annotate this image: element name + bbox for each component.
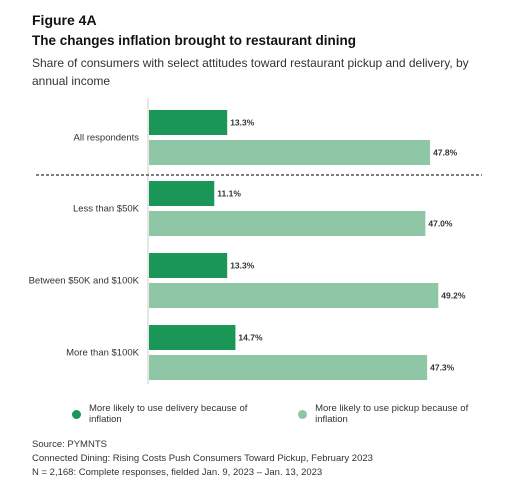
figure-number: Figure 4A [32,12,97,28]
bar-delivery [149,181,215,206]
chart-title: The changes inflation brought to restaur… [32,33,356,48]
legend-label-delivery: More likely to use delivery because of i… [88,403,248,425]
bar-delivery [149,110,228,135]
category-label: Less than $50K [73,204,140,215]
sample-line: N = 2,168: Complete responses, fielded J… [32,467,323,478]
bar-chart: All respondents 13.3% 47.8% Less than $50K 1… [29,98,482,384]
legend-label-pickup: More likely to use pickup because of inf… [315,403,469,425]
value-label-delivery: 13.3% [230,118,255,128]
value-label-pickup: 47.8% [433,148,458,158]
category-label: More than $100K [66,348,140,359]
value-label-delivery: 13.3% [230,261,255,271]
bar-delivery [149,253,228,278]
bar-pickup [149,355,428,380]
value-label-pickup: 47.3% [430,363,455,373]
report-line: Connected Dining: Rising Costs Push Cons… [32,453,373,464]
value-label-pickup: 49.2% [441,291,466,301]
legend-swatch-pickup [298,409,308,419]
legend-item-delivery: More likely to use delivery because of i… [72,403,282,425]
bar-pickup [149,140,431,165]
value-label-pickup: 47.0% [428,219,453,229]
bar-delivery [149,325,236,350]
value-label-delivery: 14.7% [238,333,263,343]
category-label: Between $50K and $100K [29,276,140,287]
chart-subtitle: Share of consumers with select attitudes… [32,56,469,88]
chart-legend: More likely to use delivery because of i… [72,403,519,425]
value-label-delivery: 11.1% [217,189,241,199]
legend-swatch-delivery [72,409,81,419]
source-line: Source: PYMNTS [32,439,107,450]
legend-item-pickup: More likely to use pickup because of inf… [298,403,503,425]
category-label: All respondents [74,133,140,144]
source-notes: Source: PYMNTS Connected Dining: Rising … [32,438,373,480]
bar-pickup [149,283,439,308]
bar-pickup [149,211,426,236]
